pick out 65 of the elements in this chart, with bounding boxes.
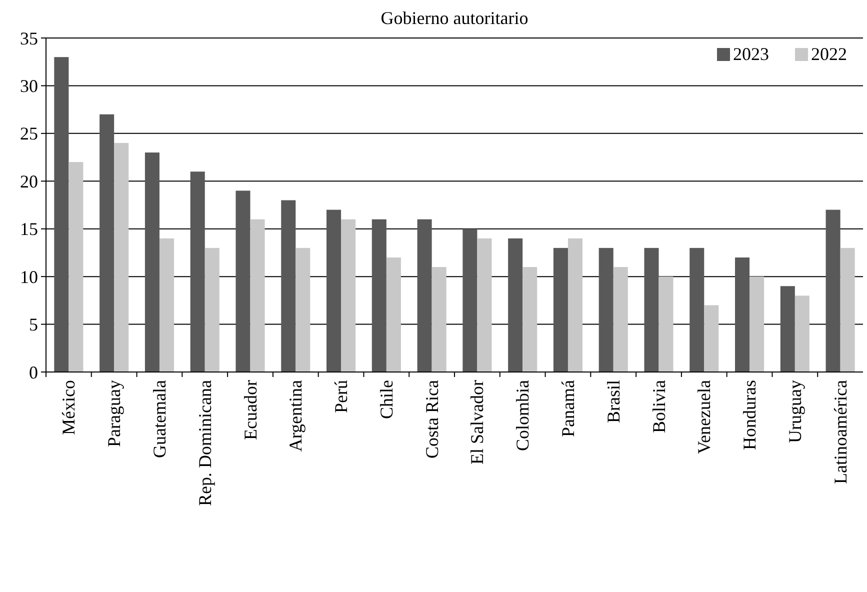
bar bbox=[613, 267, 628, 372]
bar bbox=[296, 248, 310, 372]
y-tick-label: 20 bbox=[20, 171, 38, 192]
x-tick-label: Ecuador bbox=[240, 380, 260, 440]
bar bbox=[204, 248, 220, 372]
x-tick-label: El Salvador bbox=[467, 380, 488, 464]
bar bbox=[159, 238, 174, 372]
x-tick-label: Perú bbox=[331, 380, 352, 413]
bar bbox=[598, 248, 614, 372]
x-tick-label: Bolivia bbox=[648, 380, 669, 433]
bar bbox=[522, 267, 538, 372]
bar bbox=[826, 210, 840, 372]
x-tick-label: Colombia bbox=[512, 380, 533, 451]
bar bbox=[236, 190, 250, 372]
bar bbox=[477, 238, 492, 372]
x-tick-label: Honduras bbox=[740, 380, 760, 450]
bar bbox=[417, 219, 432, 372]
bar bbox=[735, 257, 750, 372]
y-tick-label: 10 bbox=[20, 266, 38, 287]
bar bbox=[750, 276, 764, 372]
bar bbox=[568, 238, 582, 372]
x-tick-label: Uruguay bbox=[784, 380, 805, 443]
x-tick-label: Paraguay bbox=[104, 380, 124, 447]
bar bbox=[54, 57, 69, 372]
legend-label: 2022 bbox=[811, 44, 847, 64]
bar bbox=[794, 296, 810, 372]
x-tick-label: Brasil bbox=[603, 380, 624, 423]
x-tick-label: Chile bbox=[376, 380, 396, 419]
x-tick-label: Rep. Dominicana bbox=[194, 380, 215, 506]
x-tick-label: Costa Rica bbox=[422, 380, 442, 458]
bar bbox=[658, 276, 674, 372]
bar bbox=[840, 248, 855, 372]
bar bbox=[144, 152, 160, 372]
x-tick-label: México bbox=[58, 380, 79, 435]
bar bbox=[100, 114, 114, 372]
bar bbox=[553, 248, 568, 372]
bar bbox=[281, 200, 296, 372]
bar bbox=[690, 248, 704, 372]
bar bbox=[386, 257, 401, 372]
x-tick-label: Argentina bbox=[286, 380, 306, 452]
bar bbox=[114, 142, 129, 372]
bar bbox=[704, 305, 719, 372]
y-tick-label: 35 bbox=[20, 28, 38, 48]
x-tick-label: Guatemala bbox=[149, 380, 170, 458]
y-tick-label: 5 bbox=[29, 314, 38, 335]
bar bbox=[644, 248, 659, 372]
bar bbox=[68, 162, 84, 372]
bar bbox=[190, 172, 205, 372]
legend-label: 2023 bbox=[733, 44, 769, 64]
bar bbox=[372, 219, 386, 372]
y-tick-label: 30 bbox=[20, 76, 38, 96]
bar bbox=[326, 210, 342, 372]
chart-title: Gobierno autoritario bbox=[380, 8, 528, 28]
bar bbox=[250, 219, 265, 372]
bar bbox=[780, 286, 795, 372]
y-tick-label: 0 bbox=[29, 362, 38, 382]
x-tick-label: Latinoamérica bbox=[830, 380, 850, 484]
y-tick-label: 15 bbox=[20, 219, 38, 240]
bar bbox=[432, 267, 446, 372]
x-tick-label: Panamá bbox=[558, 380, 578, 437]
y-tick-label: 25 bbox=[20, 124, 38, 144]
x-tick-label: Venezuela bbox=[694, 380, 714, 454]
bar bbox=[341, 219, 356, 372]
bar bbox=[508, 238, 523, 372]
bar bbox=[462, 228, 478, 372]
